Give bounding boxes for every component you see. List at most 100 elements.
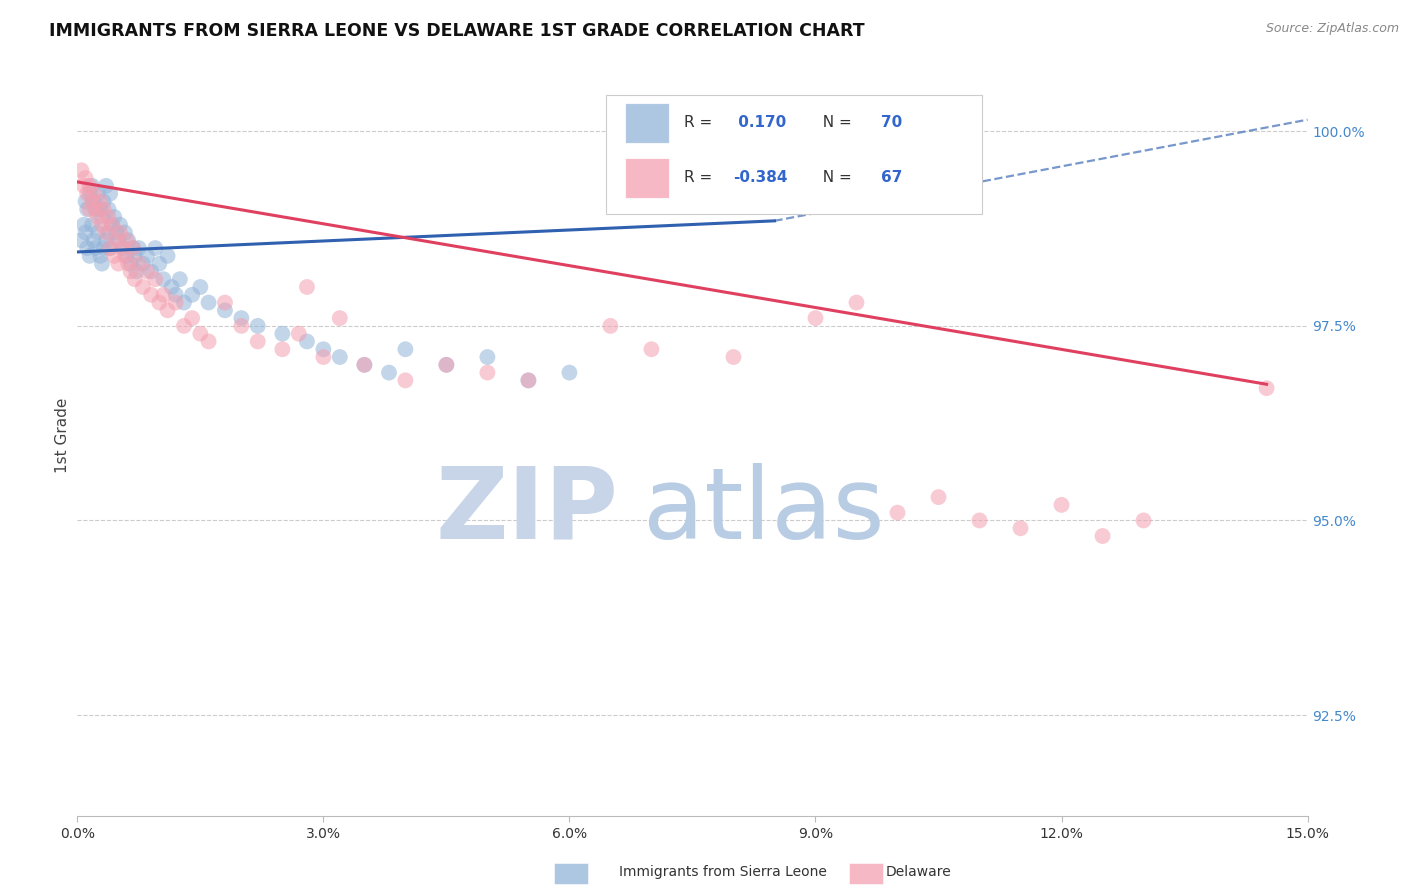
Point: [76, 186, 98, 201]
Text: N =: N =: [813, 170, 856, 186]
Point: [1050, 498, 1073, 512]
Point: [477, 366, 499, 380]
Point: [246, 318, 269, 333]
Point: [845, 295, 868, 310]
Point: [98, 186, 121, 201]
Point: [75, 194, 97, 209]
Point: [83, 233, 105, 247]
Text: 67: 67: [880, 170, 903, 186]
Point: [173, 318, 195, 333]
Point: [141, 264, 163, 278]
Text: R =: R =: [683, 170, 717, 186]
Point: [156, 303, 179, 318]
Point: [93, 241, 115, 255]
Point: [128, 241, 150, 255]
Point: [148, 295, 170, 310]
Point: [1091, 529, 1114, 543]
Point: [111, 241, 134, 255]
Point: [82, 194, 104, 209]
Point: [115, 233, 138, 247]
Point: [117, 257, 139, 271]
Point: [83, 194, 105, 209]
Point: [271, 326, 294, 341]
Point: [640, 343, 662, 357]
Point: [79, 178, 101, 193]
Point: [98, 241, 121, 255]
Point: [928, 490, 950, 504]
Point: [84, 202, 107, 216]
Point: [103, 210, 125, 224]
Point: [378, 366, 401, 380]
FancyBboxPatch shape: [624, 103, 669, 143]
Point: [105, 226, 128, 240]
Point: [93, 202, 115, 216]
Point: [723, 350, 745, 364]
Text: IMMIGRANTS FROM SIERRA LEONE VS DELAWARE 1ST GRADE CORRELATION CHART: IMMIGRANTS FROM SIERRA LEONE VS DELAWARE…: [49, 22, 865, 40]
Point: [94, 178, 117, 193]
Point: [436, 358, 458, 372]
Point: [94, 233, 117, 247]
Point: [73, 218, 96, 232]
Point: [90, 218, 114, 232]
Point: [353, 358, 375, 372]
Point: [295, 334, 318, 349]
Point: [122, 241, 145, 255]
Text: Immigrants from Sierra Leone: Immigrants from Sierra Leone: [619, 865, 827, 880]
Point: [76, 202, 98, 216]
Point: [75, 171, 97, 186]
Point: [70, 233, 93, 247]
Point: [148, 257, 170, 271]
Point: [181, 311, 204, 326]
Point: [124, 272, 146, 286]
Point: [103, 249, 125, 263]
Point: [141, 287, 163, 301]
Text: atlas: atlas: [644, 463, 884, 559]
Point: [558, 366, 581, 380]
Point: [1010, 521, 1032, 535]
Point: [108, 226, 131, 240]
Point: [111, 241, 134, 255]
Point: [329, 350, 352, 364]
Point: [152, 272, 174, 286]
Point: [97, 202, 120, 216]
Point: [246, 334, 269, 349]
Point: [165, 295, 187, 310]
Point: [169, 272, 191, 286]
Point: [73, 178, 96, 193]
Point: [143, 272, 166, 286]
Point: [94, 226, 117, 240]
Point: [115, 249, 138, 263]
Point: [1256, 381, 1278, 395]
Point: [105, 233, 128, 247]
Point: [288, 326, 311, 341]
Text: R =: R =: [683, 115, 717, 130]
Point: [173, 295, 195, 310]
Point: [76, 241, 98, 255]
Point: [124, 249, 146, 263]
Point: [312, 343, 335, 357]
Point: [295, 280, 318, 294]
Text: 0.170: 0.170: [733, 115, 786, 130]
Point: [152, 287, 174, 301]
Point: [89, 194, 111, 209]
Point: [107, 257, 129, 271]
Point: [160, 280, 183, 294]
Point: [517, 373, 540, 387]
Point: [89, 249, 111, 263]
Y-axis label: 1st Grade: 1st Grade: [55, 397, 70, 473]
Point: [83, 186, 105, 201]
Point: [82, 218, 104, 232]
Point: [517, 373, 540, 387]
Point: [101, 218, 124, 232]
Point: [477, 350, 499, 364]
Point: [231, 318, 253, 333]
Point: [89, 202, 111, 216]
Point: [969, 513, 991, 527]
Point: [599, 318, 621, 333]
Point: [804, 311, 827, 326]
Point: [98, 241, 121, 255]
Point: [353, 358, 375, 372]
Point: [79, 186, 101, 201]
Point: [188, 326, 212, 341]
Point: [97, 210, 120, 224]
